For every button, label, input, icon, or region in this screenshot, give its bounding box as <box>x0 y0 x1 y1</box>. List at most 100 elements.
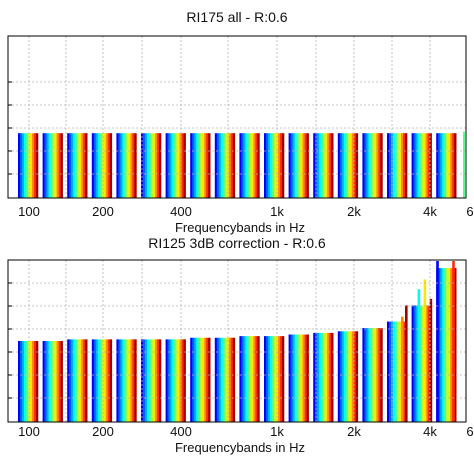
bar <box>153 133 156 198</box>
bar <box>337 331 341 422</box>
bar <box>58 341 61 422</box>
bar <box>387 133 390 198</box>
bar <box>42 341 45 422</box>
bar <box>417 133 420 198</box>
bar <box>313 133 316 198</box>
x-tick-label: 200 <box>92 204 114 219</box>
bar <box>81 133 84 198</box>
bar <box>107 133 111 198</box>
bar <box>282 336 285 422</box>
bar <box>421 133 424 198</box>
bar <box>292 334 295 422</box>
bar <box>413 133 416 198</box>
bar <box>44 341 47 422</box>
bar <box>454 133 457 198</box>
bar <box>116 133 119 198</box>
bar <box>85 133 88 198</box>
bar <box>450 268 453 422</box>
bar <box>245 336 248 422</box>
bar <box>296 133 299 198</box>
bar <box>46 341 49 422</box>
x-tick-label: 2k <box>347 204 361 219</box>
bar <box>97 133 101 198</box>
bar <box>280 336 283 422</box>
bar <box>397 321 400 422</box>
bar <box>351 331 355 422</box>
bar <box>270 133 273 198</box>
bar <box>120 133 123 198</box>
x-tick-label: 4k <box>423 424 437 439</box>
bar <box>353 331 357 422</box>
chart-top-title: RI175 all - R:0.6 <box>186 9 287 25</box>
bar <box>438 133 441 198</box>
bar <box>448 133 451 198</box>
bar <box>97 339 101 422</box>
bar <box>50 133 53 198</box>
bar <box>446 133 449 198</box>
bar <box>329 133 332 198</box>
bar <box>130 339 133 422</box>
bar <box>391 321 394 422</box>
bar <box>331 133 334 198</box>
bar <box>442 268 445 422</box>
bar <box>95 133 99 198</box>
bar <box>202 133 205 198</box>
bar <box>194 337 197 422</box>
bar <box>183 339 186 422</box>
bar <box>339 133 343 198</box>
bar <box>395 133 398 198</box>
bar <box>157 133 160 198</box>
x-tick-label: 200 <box>92 424 114 439</box>
bar <box>232 337 236 422</box>
bar <box>48 341 51 422</box>
bar <box>276 336 279 422</box>
bar <box>241 133 244 198</box>
bar <box>226 337 230 422</box>
bar <box>280 133 283 198</box>
bar <box>372 133 375 198</box>
bar <box>75 133 78 198</box>
bar <box>323 332 326 422</box>
bar <box>149 339 152 422</box>
bar <box>366 328 369 422</box>
bar <box>107 339 111 422</box>
bar <box>257 336 260 422</box>
bar <box>34 133 37 198</box>
bar <box>304 133 307 198</box>
bar <box>278 133 281 198</box>
bar <box>399 321 402 422</box>
bar <box>50 341 53 422</box>
bar <box>155 133 158 198</box>
bar <box>132 133 135 198</box>
x-tick-label: 2k <box>347 424 361 439</box>
bar <box>44 133 47 198</box>
bar <box>438 268 441 422</box>
bar <box>171 133 174 198</box>
chart-bottom-grid <box>8 260 466 422</box>
bar <box>425 133 428 198</box>
bar <box>452 133 455 198</box>
bar <box>298 334 301 422</box>
bar <box>341 331 345 422</box>
bar <box>220 337 224 422</box>
bar <box>343 331 347 422</box>
bar <box>304 334 307 422</box>
bar <box>302 133 305 198</box>
bar <box>18 341 21 422</box>
bar <box>134 339 137 422</box>
bar <box>353 133 357 198</box>
bar <box>200 133 203 198</box>
bar <box>91 133 95 198</box>
bar <box>264 336 267 422</box>
bar <box>247 133 250 198</box>
bar <box>192 133 195 198</box>
bar <box>306 334 309 422</box>
chart-bottom-ticks: 100 200 400 1k 2k 4k 6 <box>18 424 473 439</box>
bar <box>222 337 226 422</box>
bar <box>52 341 55 422</box>
bar <box>20 133 23 198</box>
bar-spike <box>423 279 427 422</box>
x-tick-label: 6 <box>466 424 473 439</box>
bar <box>321 133 324 198</box>
